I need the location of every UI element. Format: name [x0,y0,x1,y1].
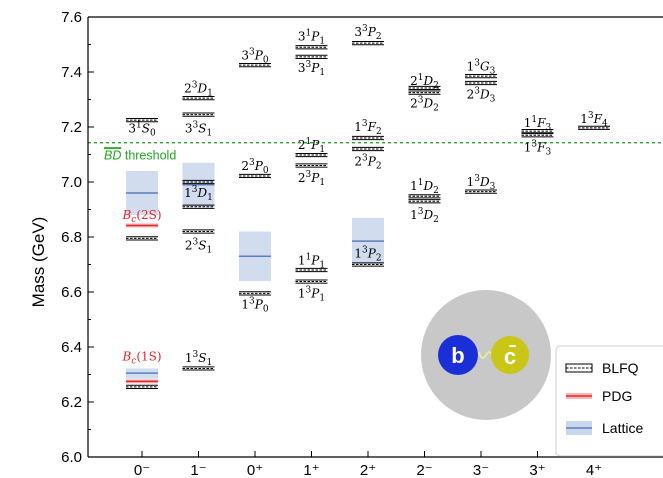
state-label: 23P2 [354,153,381,171]
b-quark-icon [438,335,478,375]
legend-label: PDG [602,388,632,404]
threshold-line-group: BD threshold [88,141,663,163]
state-label: 11P1 [298,252,325,270]
state-label: 13F2 [354,119,381,137]
blfq-levels [126,41,610,389]
legend-label: Lattice [602,420,643,436]
y-tick-label: 7.2 [61,119,82,136]
x-tick-label: 2⁻ [416,462,432,478]
state-label: 33P0 [241,48,268,66]
axes: 6.0 6.2 6.4 6.6 6.8 7.0 7.2 7.4 7.6 0⁻ 1⁻ 0⁺ 1⁺ 2⁺ 2⁻ 3… [61,9,663,478]
state-label: 13S1 [185,350,212,368]
legend: BLFQ PDG Lattice [555,345,663,457]
y-tick-label: 6.2 [61,394,82,411]
state-label: 23D1 [184,81,213,99]
y-tick-label: 6.4 [61,339,82,356]
pdg-label: Bc(2S) [121,208,161,225]
state-label: 13P2 [354,246,381,264]
pdg-levels [126,223,158,384]
state-label: 23D2 [410,96,439,114]
state-label: 13F4 [580,111,608,129]
x-tick-label: 4⁺ [586,462,602,478]
lattice-bands [126,162,384,379]
state-label: 21D2 [410,73,439,91]
meson-inset: b c̄ [421,290,551,420]
b-quark-label: b [451,343,464,368]
state-label: 11F3 [524,115,552,133]
x-tick-label: 1⁺ [303,462,319,478]
state-label: 21P1 [298,137,325,155]
y-tick-label: 6.6 [61,284,82,301]
state-label: 11D2 [410,178,439,196]
x-tick-label: 3⁺ [529,462,545,478]
x-tick-label: 1⁻ [190,462,206,478]
state-label: 33P1 [298,60,325,78]
state-label: 31P1 [298,28,325,46]
x-tick-label: 0⁻ [134,462,150,478]
state-label: 23P1 [298,170,325,188]
x-tick-label: 3⁻ [473,462,489,478]
state-label: 23P0 [241,158,268,176]
state-label: 13D1 [184,185,213,203]
y-axis-label: Mass (GeV) [29,217,48,308]
legend-label: BLFQ [602,360,639,376]
state-label: 33P2 [354,24,381,42]
y-tick-label: 6.0 [61,449,82,466]
y-tick-label: 7.4 [61,64,82,81]
state-label: 31S0 [128,120,156,138]
state-label: 33S1 [185,120,212,138]
state-label: 13P0 [241,296,268,314]
state-labels: 31S0 23D1 33S1 13D1 23S1 13S1 33P0 23P0 13P0 31P1… [121,24,608,368]
state-label: 23D3 [467,87,496,105]
state-label: 13P1 [298,285,325,303]
state-label: 13D2 [410,207,439,225]
y-tick-label: 7.6 [61,9,82,26]
x-tick-label: 2⁺ [360,462,376,478]
state-label: 23S1 [185,237,212,255]
state-label: 13F3 [524,140,552,158]
pdg-label: Bc(1S) [121,350,161,367]
y-tick-label: 6.8 [61,229,82,246]
c-antiquark-icon [491,336,529,374]
threshold-label: BD threshold [104,149,176,163]
y-tick-label: 7.0 [61,174,82,191]
state-label: 13G3 [467,59,496,77]
state-label: 13D3 [467,174,496,192]
x-tick-label: 0⁺ [247,462,263,478]
c-antiquark-label: c̄ [504,344,517,369]
